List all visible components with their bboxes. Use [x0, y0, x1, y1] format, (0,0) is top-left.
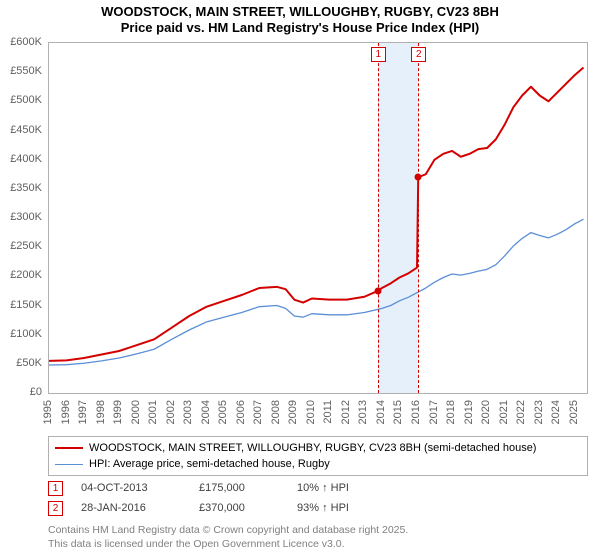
x-tick-label: 1996	[60, 400, 72, 424]
x-tick-label: 2024	[550, 400, 562, 424]
sale-hpi: 10% ↑ HPI	[297, 482, 397, 494]
legend-row: WOODSTOCK, MAIN STREET, WILLOUGHBY, RUGB…	[55, 440, 581, 456]
sale-hpi: 93% ↑ HPI	[297, 502, 397, 514]
title-line-2: Price paid vs. HM Land Registry's House …	[0, 20, 600, 36]
sale-marker-box: 1	[371, 47, 386, 62]
legend-label: WOODSTOCK, MAIN STREET, WILLOUGHBY, RUGB…	[89, 442, 536, 454]
x-tick-label: 2001	[147, 400, 159, 424]
y-tick-label: £200K	[10, 269, 42, 281]
x-tick-label: 2009	[287, 400, 299, 424]
x-tick-label: 2022	[515, 400, 527, 424]
sale-price: £370,000	[199, 502, 279, 514]
x-tick-label: 2005	[217, 400, 229, 424]
x-tick-label: 2011	[322, 400, 334, 424]
x-tick-label: 2013	[357, 400, 369, 424]
x-tick-label: 1999	[112, 400, 124, 424]
sale-row-marker: 2	[48, 501, 63, 516]
x-tick-label: 2000	[130, 400, 142, 424]
y-tick-label: £250K	[10, 240, 42, 252]
y-tick-label: £400K	[10, 153, 42, 165]
footer: Contains HM Land Registry data © Crown c…	[48, 524, 408, 551]
sale-row-marker: 1	[48, 481, 63, 496]
x-tick-label: 2017	[428, 400, 440, 424]
line-chart-svg	[49, 43, 587, 393]
y-tick-label: £0	[30, 386, 42, 398]
x-tick-label: 2014	[375, 400, 387, 424]
y-tick-label: £450K	[10, 124, 42, 136]
y-tick-label: £350K	[10, 182, 42, 194]
y-axis-labels: £0£50K£100K£150K£200K£250K£300K£350K£400…	[0, 42, 46, 394]
x-tick-label: 2003	[182, 400, 194, 424]
sale-marker-box: 2	[411, 47, 426, 62]
x-tick-label: 2018	[445, 400, 457, 424]
x-tick-label: 1997	[77, 400, 89, 424]
x-tick-label: 1995	[42, 400, 54, 424]
y-tick-label: £600K	[10, 36, 42, 48]
x-tick-label: 2007	[252, 400, 264, 424]
legend-row: HPI: Average price, semi-detached house,…	[55, 456, 581, 472]
sale-price: £175,000	[199, 482, 279, 494]
x-tick-label: 2020	[480, 400, 492, 424]
legend-label: HPI: Average price, semi-detached house,…	[89, 458, 330, 470]
x-tick-label: 2019	[463, 400, 475, 424]
footer-line-2: This data is licensed under the Open Gov…	[48, 538, 408, 552]
x-axis-labels: 1995199619971998199920002001200220032004…	[48, 396, 588, 438]
x-tick-label: 2008	[270, 400, 282, 424]
x-tick-label: 2016	[410, 400, 422, 424]
x-tick-label: 2004	[200, 400, 212, 424]
x-tick-label: 2025	[568, 400, 580, 424]
plot-area: 12	[48, 42, 588, 394]
y-tick-label: £500K	[10, 94, 42, 106]
sale-marker-dot	[374, 287, 381, 294]
series-hpi	[49, 219, 583, 365]
sale-marker-line	[418, 43, 419, 393]
sale-marker-line	[378, 43, 379, 393]
y-tick-label: £300K	[10, 211, 42, 223]
chart-container: WOODSTOCK, MAIN STREET, WILLOUGHBY, RUGB…	[0, 0, 600, 560]
title-line-1: WOODSTOCK, MAIN STREET, WILLOUGHBY, RUGB…	[0, 4, 600, 20]
sales-block: 1 04-OCT-2013 £175,000 10% ↑ HPI 2 28-JAN-201…	[48, 478, 588, 518]
y-tick-label: £100K	[10, 328, 42, 340]
legend: WOODSTOCK, MAIN STREET, WILLOUGHBY, RUGB…	[48, 436, 588, 476]
legend-swatch	[55, 447, 83, 449]
y-tick-label: £150K	[10, 299, 42, 311]
sale-marker-dot	[415, 174, 422, 181]
x-tick-label: 2006	[235, 400, 247, 424]
legend-swatch	[55, 464, 83, 465]
title-block: WOODSTOCK, MAIN STREET, WILLOUGHBY, RUGB…	[0, 0, 600, 37]
x-tick-label: 2021	[498, 400, 510, 424]
series-price_paid	[49, 68, 583, 361]
x-tick-label: 1998	[95, 400, 107, 424]
sale-date: 04-OCT-2013	[81, 482, 181, 494]
sale-row: 2 28-JAN-2016 £370,000 93% ↑ HPI	[48, 498, 588, 518]
x-tick-label: 2015	[392, 400, 404, 424]
y-tick-label: £550K	[10, 65, 42, 77]
footer-line-1: Contains HM Land Registry data © Crown c…	[48, 524, 408, 538]
x-tick-label: 2010	[305, 400, 317, 424]
sale-date: 28-JAN-2016	[81, 502, 181, 514]
x-tick-label: 2002	[165, 400, 177, 424]
x-tick-label: 2012	[340, 400, 352, 424]
sale-row: 1 04-OCT-2013 £175,000 10% ↑ HPI	[48, 478, 588, 498]
y-tick-label: £50K	[16, 357, 42, 369]
x-tick-label: 2023	[533, 400, 545, 424]
